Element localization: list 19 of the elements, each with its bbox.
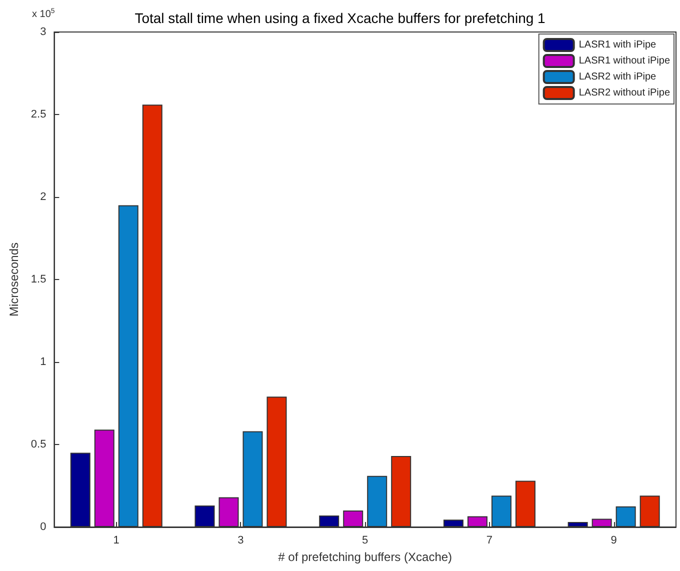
legend-label: LASR1 without iPipe [578,56,670,66]
y-tick-label: 1 [40,356,46,368]
y-tick-label: 1.5 [30,274,46,286]
x-axis-title: # of prefetching buffers (Xcache) [278,550,452,564]
y-tick-label: 2.5 [30,108,46,120]
x-tick-label: 3 [238,534,244,546]
y-axis-title: Microseconds [7,242,21,317]
x-tick-label: 9 [610,534,617,546]
y-tick-label: 0 [40,521,46,533]
legend-label: LASR1 with iPipe [578,40,657,50]
x-tick-label: 7 [486,534,493,546]
legend-label: LASR2 with iPipe [578,72,657,82]
y-tick-label: 2 [40,191,46,203]
y-tick-label: 3 [40,26,46,38]
x-tick-label: 1 [113,534,120,546]
legend-label: LASR2 without iPipe [578,88,670,98]
y-tick-label: 0.5 [30,438,46,450]
x-tick-label: 5 [362,534,368,546]
chart-title: Total stall time when using a fixed Xcache buffers for prefetching 1 [134,10,546,26]
